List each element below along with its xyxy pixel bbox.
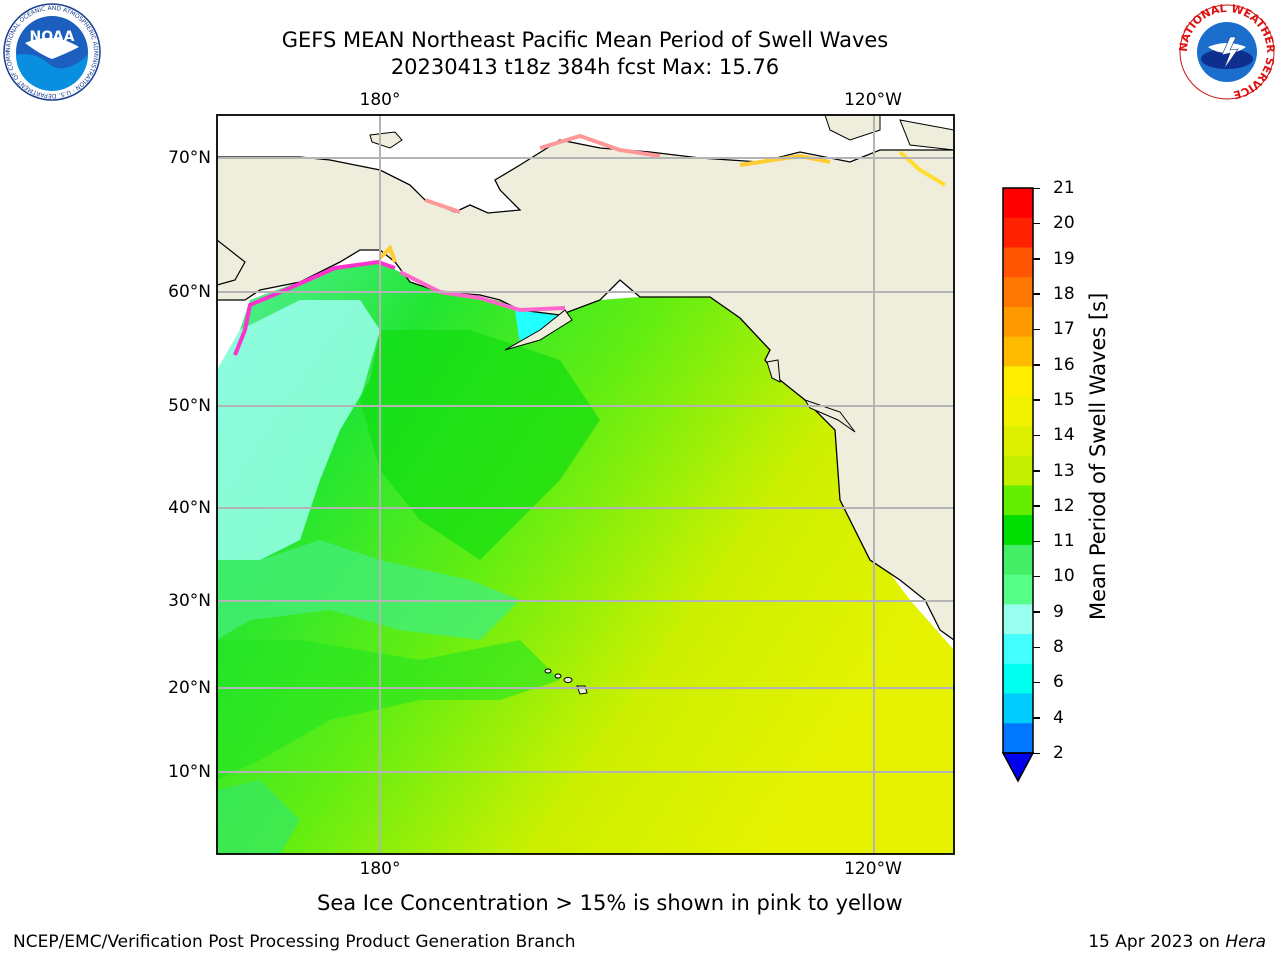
colorbar-cell <box>1003 544 1033 576</box>
nws-logo: NATIONAL WEATHER SERVICE <box>1178 3 1276 101</box>
graticule <box>217 115 954 854</box>
colorbar-tick-label: 18 <box>1053 283 1075 304</box>
chart-subtitle: 20230413 t18z 384h fcst Max: 15.76 <box>390 55 780 79</box>
colorbar-cell <box>1003 663 1033 695</box>
colorbar-tick-mark <box>1033 752 1040 754</box>
colorbar-cell <box>1003 604 1033 635</box>
colorbar-tick-mark <box>1033 328 1040 331</box>
noaa-logo: NATIONAL OCEANIC AND ATMOSPHERIC ADMINIS… <box>3 3 101 101</box>
colorbar-tick-label: 12 <box>1053 495 1075 516</box>
colorbar-cell <box>1003 693 1033 724</box>
colorbar-cell <box>1003 574 1033 605</box>
pacific-coastline <box>217 249 954 641</box>
colorbar-cell <box>1003 277 1033 308</box>
colorbar-cell <box>1003 336 1033 367</box>
colorbar-tick-mark <box>1033 364 1040 366</box>
map-plot-area <box>217 115 954 854</box>
lat-tick-50n: 50°N <box>168 396 211 416</box>
lat-tick-20n: 20°N <box>168 678 211 698</box>
colorbar-tick-mark <box>1033 434 1040 437</box>
colorbar-tick-label: 10 <box>1053 566 1075 587</box>
colorbar-tick-mark <box>1033 540 1040 543</box>
colorbar-tick-label: 16 <box>1053 354 1075 375</box>
colorbar-cell <box>1003 188 1033 219</box>
lat-tick-40n: 40°N <box>168 498 211 518</box>
lat-tick-30n: 30°N <box>168 591 211 611</box>
colorbar-tick-mark <box>1033 222 1040 225</box>
lon-tick-top-120w: 120°W <box>844 90 902 110</box>
sea-ice-note: Sea Ice Concentration > 15% is shown in … <box>317 891 903 915</box>
lat-tick-10n: 10°N <box>168 762 211 782</box>
colorbar-tick-mark <box>1033 293 1040 295</box>
lon-tick-bottom-120w: 120°W <box>844 859 902 879</box>
colorbar-tick-mark <box>1033 681 1040 684</box>
colorbar-tick-label: 8 <box>1053 637 1064 658</box>
colorbar-tick-mark <box>1033 187 1040 189</box>
lat-tick-70n: 70°N <box>168 148 211 168</box>
short-period-region <box>217 300 380 560</box>
colorbar-tick-label: 15 <box>1053 389 1075 410</box>
colorbar-tick-mark <box>1033 399 1040 401</box>
colorbar-tick-mark <box>1033 258 1040 260</box>
colorbar-tick-mark <box>1033 717 1040 719</box>
colorbar-cell <box>1003 485 1033 516</box>
colorbar-cell <box>1003 306 1033 338</box>
colorbar-label: Mean Period of Swell Waves [s] <box>1086 292 1110 620</box>
colorbar-tick-mark <box>1033 575 1040 578</box>
colorbar-cell <box>1003 396 1033 427</box>
colorbar-cell <box>1003 217 1033 248</box>
colorbar-tick-mark <box>1033 611 1040 613</box>
colorbar-cell <box>1003 455 1033 486</box>
chart-title: GEFS MEAN Northeast Pacific Mean Period … <box>281 28 889 52</box>
colorbar-tick-label: 9 <box>1053 601 1064 622</box>
haida-gwaii <box>766 359 781 383</box>
colorbar-extend-arrow <box>1001 752 1035 783</box>
colorbar <box>1001 187 1035 783</box>
colorbar-cell <box>1003 723 1033 754</box>
colorbar-tick-label: 17 <box>1053 319 1075 340</box>
colorbar-tick-mark <box>1033 470 1040 472</box>
colorbar-cell <box>1003 515 1033 546</box>
colorbar-tick-mark <box>1033 646 1040 649</box>
footer-date: 15 Apr 2023 on <box>1088 932 1226 952</box>
lon-tick-top-180: 180° <box>359 90 401 110</box>
colorbar-tick-label: 4 <box>1053 707 1064 728</box>
footer-right: 15 Apr 2023 on Hera <box>1088 932 1266 952</box>
colorbar-tick-label: 13 <box>1053 460 1075 481</box>
colorbar-tick-mark <box>1033 505 1040 507</box>
colorbar-tick-label: 11 <box>1053 531 1075 552</box>
footer-left: NCEP/EMC/Verification Post Processing Pr… <box>13 932 576 952</box>
colorbar-cell <box>1003 425 1033 457</box>
sea-ice-edge <box>233 133 947 356</box>
bristol-bay-cyan <box>515 310 560 345</box>
colorbar-cell <box>1003 634 1033 665</box>
alaska-peninsula <box>504 309 573 351</box>
colorbar-tick-label: 21 <box>1053 178 1075 198</box>
colorbar-tick-label: 19 <box>1053 248 1075 269</box>
noaa-logo-text: NOAA <box>30 29 75 45</box>
lat-tick-60n: 60°N <box>168 282 211 302</box>
colorbar-cell <box>1003 366 1033 397</box>
colorbar-cell <box>1003 247 1033 278</box>
colorbar-tick-label: 20 <box>1053 213 1075 234</box>
colorbar-tick-label: 14 <box>1053 425 1075 446</box>
map-frame <box>216 114 955 855</box>
colorbar-tick-label: 6 <box>1053 672 1064 693</box>
lon-tick-bottom-180: 180° <box>359 859 401 879</box>
land-mass <box>217 140 954 640</box>
footer-host: Hera <box>1225 932 1266 952</box>
colorbar-tick-label: 2 <box>1053 743 1064 763</box>
